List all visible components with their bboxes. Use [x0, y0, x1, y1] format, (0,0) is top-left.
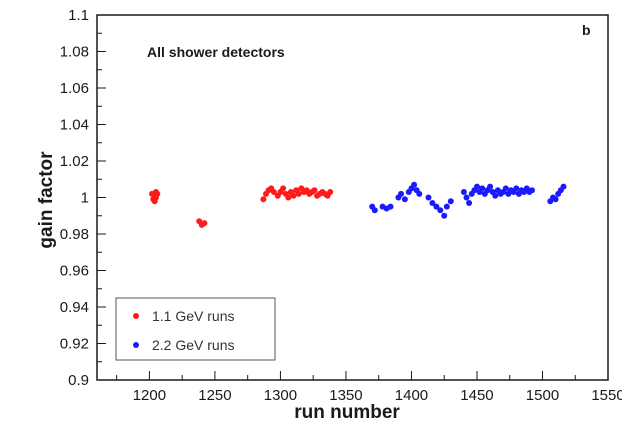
x-tick-label: 1500	[526, 387, 559, 404]
x-axis: 1200 1250 1300 1350 1400 1450 1500 1550	[116, 371, 622, 404]
y-tick-label: 1	[81, 190, 89, 207]
data-point-2.2-gev	[502, 185, 509, 192]
x-tick-label: 1250	[198, 387, 231, 404]
data-point-2.2-gev	[433, 203, 440, 210]
data-point-2.2-gev	[416, 190, 423, 197]
legend-marker-2.2-gev	[133, 342, 139, 348]
data-point-1.1-gev	[285, 194, 292, 201]
data-point-2.2-gev	[411, 181, 418, 188]
data-point-1.1-gev	[311, 187, 318, 194]
data-point-1.1-gev	[153, 189, 159, 195]
x-tick-label: 1400	[395, 387, 428, 404]
y-axis-title: gain factor	[36, 151, 57, 249]
data-point-2.2-gev	[487, 183, 494, 190]
data-point-2.2-gev	[429, 200, 436, 206]
data-point-1.1-gev	[327, 189, 334, 195]
y-axis: 0.9 0.92 0.94 0.96 0.98 1 1.02 1.04 1.06 1.08 1.1	[60, 7, 106, 389]
data-point-2.2-gev	[474, 183, 480, 190]
data-point-2.2-gev	[492, 192, 499, 199]
x-tick-label: 1450	[460, 387, 493, 404]
x-tick-label: 1300	[264, 387, 297, 404]
data-point-2.2-gev	[437, 207, 444, 214]
data-points	[149, 181, 567, 228]
data-point-1.1-gev	[270, 189, 277, 195]
x-tick-label: 1350	[329, 387, 362, 404]
y-tick-label: 0.94	[60, 299, 89, 316]
data-point-2.2-gev	[552, 196, 559, 203]
y-tick-label: 1.1	[68, 7, 89, 24]
data-point-2.2-gev	[560, 183, 567, 190]
annotation-text: All shower detectors	[147, 44, 285, 60]
panel-label: b	[582, 22, 591, 38]
data-point-2.2-gev	[441, 212, 448, 219]
data-point-2.2-gev	[463, 194, 470, 201]
y-tick-label: 1.02	[60, 153, 89, 170]
y-tick-label: 1.08	[60, 44, 89, 61]
data-point-1.1-gev	[260, 196, 267, 203]
x-tick-label: 1200	[133, 387, 166, 404]
data-point-2.2-gev	[387, 203, 394, 210]
legend-marker-1.1-gev	[133, 313, 139, 319]
data-point-1.1-gev	[290, 192, 297, 199]
data-point-2.2-gev	[398, 190, 404, 197]
data-point-2.2-gev	[447, 198, 454, 205]
legend-label-1.1-gev: 1.1 GeV runs	[152, 308, 235, 324]
data-point-2.2-gev	[425, 194, 432, 201]
data-point-2.2-gev	[466, 200, 473, 206]
y-tick-label: 0.96	[60, 263, 89, 280]
data-point-2.2-gev	[460, 189, 467, 195]
y-tick-label: 0.9	[68, 372, 89, 389]
data-point-1.1-gev	[201, 220, 208, 227]
legend: 1.1 GeV runs 2.2 GeV runs	[115, 297, 276, 361]
y-tick-label: 0.92	[60, 336, 89, 353]
data-point-2.2-gev	[371, 207, 378, 214]
data-point-2.2-gev	[479, 185, 486, 192]
data-point-1.1-gev	[280, 185, 287, 192]
data-point-1.1-gev	[151, 198, 158, 205]
data-point-1.1-gev	[295, 190, 302, 197]
data-point-2.2-gev	[443, 203, 450, 210]
data-point-2.2-gev	[529, 187, 535, 194]
data-point-2.2-gev	[513, 185, 520, 192]
data-point-2.2-gev	[401, 196, 408, 203]
y-tick-label: 1.06	[60, 80, 89, 97]
x-axis-title: run number	[294, 402, 400, 423]
legend-label-2.2-gev: 2.2 GeV runs	[152, 337, 235, 353]
x-tick-label: 1550	[591, 387, 622, 404]
legend-box	[115, 297, 276, 361]
y-tick-label: 0.98	[60, 226, 89, 243]
y-tick-label: 1.04	[60, 117, 89, 134]
